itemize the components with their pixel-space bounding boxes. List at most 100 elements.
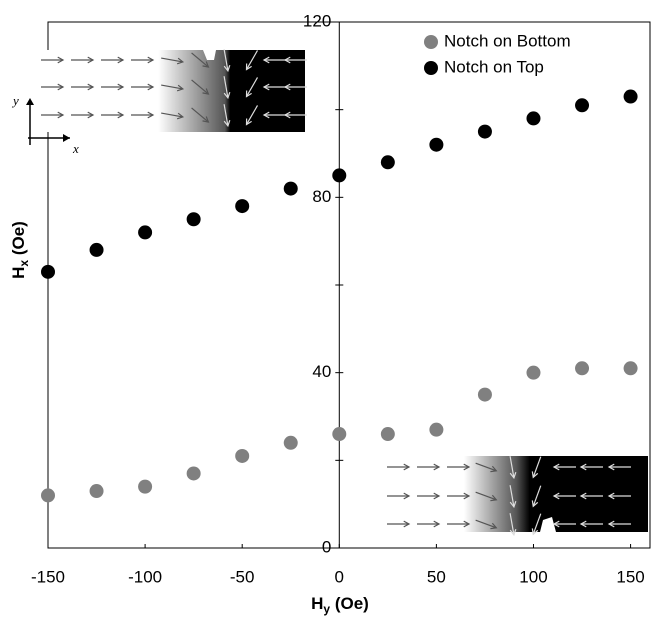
- x-tick-label: -150: [31, 567, 65, 586]
- arrow-head: [57, 111, 65, 119]
- point: [138, 479, 153, 494]
- point: [235, 199, 250, 214]
- y-label-part: (Oe): [9, 221, 28, 260]
- y-tick-label: 0: [322, 537, 331, 556]
- inset-axis-head: [26, 98, 70, 142]
- arrow-head: [176, 84, 185, 92]
- y-tick-label: 120: [303, 11, 331, 30]
- arrow-head: [552, 492, 560, 500]
- arrow-head: [607, 463, 615, 471]
- arrow-head: [57, 56, 65, 64]
- arrow-head: [509, 471, 517, 480]
- arrow: [509, 485, 515, 507]
- arrow-head: [202, 61, 210, 68]
- arrow-head: [403, 463, 411, 471]
- point: [477, 387, 492, 402]
- arrow: [245, 50, 259, 70]
- arrow-head: [147, 56, 155, 64]
- arrow-head: [531, 500, 539, 508]
- arrow-head: [283, 111, 291, 119]
- y-label-part: x: [17, 260, 31, 267]
- legend-label: Notch on Top: [444, 57, 544, 76]
- legend-marker: [424, 35, 438, 49]
- point: [477, 124, 492, 139]
- point: [41, 488, 55, 503]
- arrow-head: [579, 463, 587, 471]
- x-tick-label: 50: [427, 567, 446, 586]
- arrow: [245, 105, 259, 125]
- arrow-head: [202, 116, 210, 123]
- arrow-head: [579, 492, 587, 500]
- point: [429, 137, 444, 152]
- arrow-head: [176, 57, 185, 65]
- arrow: [223, 76, 229, 98]
- arrow: [532, 456, 542, 478]
- arrow-head: [463, 520, 471, 528]
- plot-frame: [47, 21, 651, 549]
- arrow: [475, 491, 497, 501]
- arrow-head: [283, 56, 291, 64]
- arrow-head: [607, 492, 615, 500]
- arrow-head: [531, 528, 539, 536]
- x-axis-label: Hy (Oe): [311, 594, 369, 616]
- arrow-head: [552, 520, 560, 528]
- arrow-head: [433, 492, 441, 500]
- x-tick-label: -50: [230, 567, 255, 586]
- arrow: [475, 462, 497, 472]
- x-tick-label: 150: [616, 567, 644, 586]
- arrow: [223, 104, 229, 126]
- arrow: [223, 49, 229, 71]
- arrow: [161, 84, 183, 90]
- arrow-head: [490, 494, 498, 502]
- arrow-head: [463, 492, 471, 500]
- arrow-head: [490, 522, 498, 530]
- arrow-head: [87, 83, 95, 91]
- arrow: [509, 513, 515, 535]
- notch: [203, 50, 216, 60]
- insets: x y: [11, 49, 648, 537]
- point: [332, 427, 347, 442]
- point: [235, 448, 250, 463]
- arrow-head: [490, 465, 498, 473]
- point: [575, 98, 590, 113]
- arrow-head: [87, 56, 95, 64]
- arrow: [191, 107, 209, 123]
- arrow-head: [262, 83, 270, 91]
- x-label-part: H: [311, 594, 323, 613]
- arrow-head: [262, 56, 270, 64]
- point: [429, 422, 444, 437]
- arrow-head: [223, 119, 231, 128]
- point: [89, 484, 104, 499]
- arrow-head: [433, 520, 441, 528]
- arrow-head: [403, 492, 411, 500]
- inset-y-label: y: [11, 93, 19, 108]
- y-label-part: H: [9, 267, 28, 279]
- arrow-head: [223, 91, 231, 100]
- legend-label: Notch on Bottom: [444, 31, 571, 50]
- arrow-head: [223, 64, 231, 73]
- arrow-head: [147, 83, 155, 91]
- arrow-head: [202, 88, 210, 95]
- arrow-head: [245, 63, 252, 71]
- arrow-head: [531, 471, 539, 479]
- legend-marker: [424, 61, 438, 75]
- arrow-head: [176, 112, 185, 120]
- arrow-head: [403, 520, 411, 528]
- point: [138, 225, 153, 240]
- arrow: [509, 456, 515, 478]
- y-tick-label: 40: [312, 362, 331, 381]
- y-axis-label: Hx (Oe): [9, 221, 31, 279]
- arrow: [532, 513, 542, 535]
- arrow-head: [262, 111, 270, 119]
- arrow-head: [433, 463, 441, 471]
- inset-x-label: x: [72, 141, 79, 156]
- inset-top: [38, 50, 305, 132]
- arrow-head: [509, 500, 517, 509]
- point: [526, 111, 541, 126]
- point: [623, 361, 638, 376]
- notch: [540, 517, 556, 532]
- point: [380, 427, 395, 442]
- inset-bottom: [385, 456, 648, 532]
- arrow: [245, 77, 259, 97]
